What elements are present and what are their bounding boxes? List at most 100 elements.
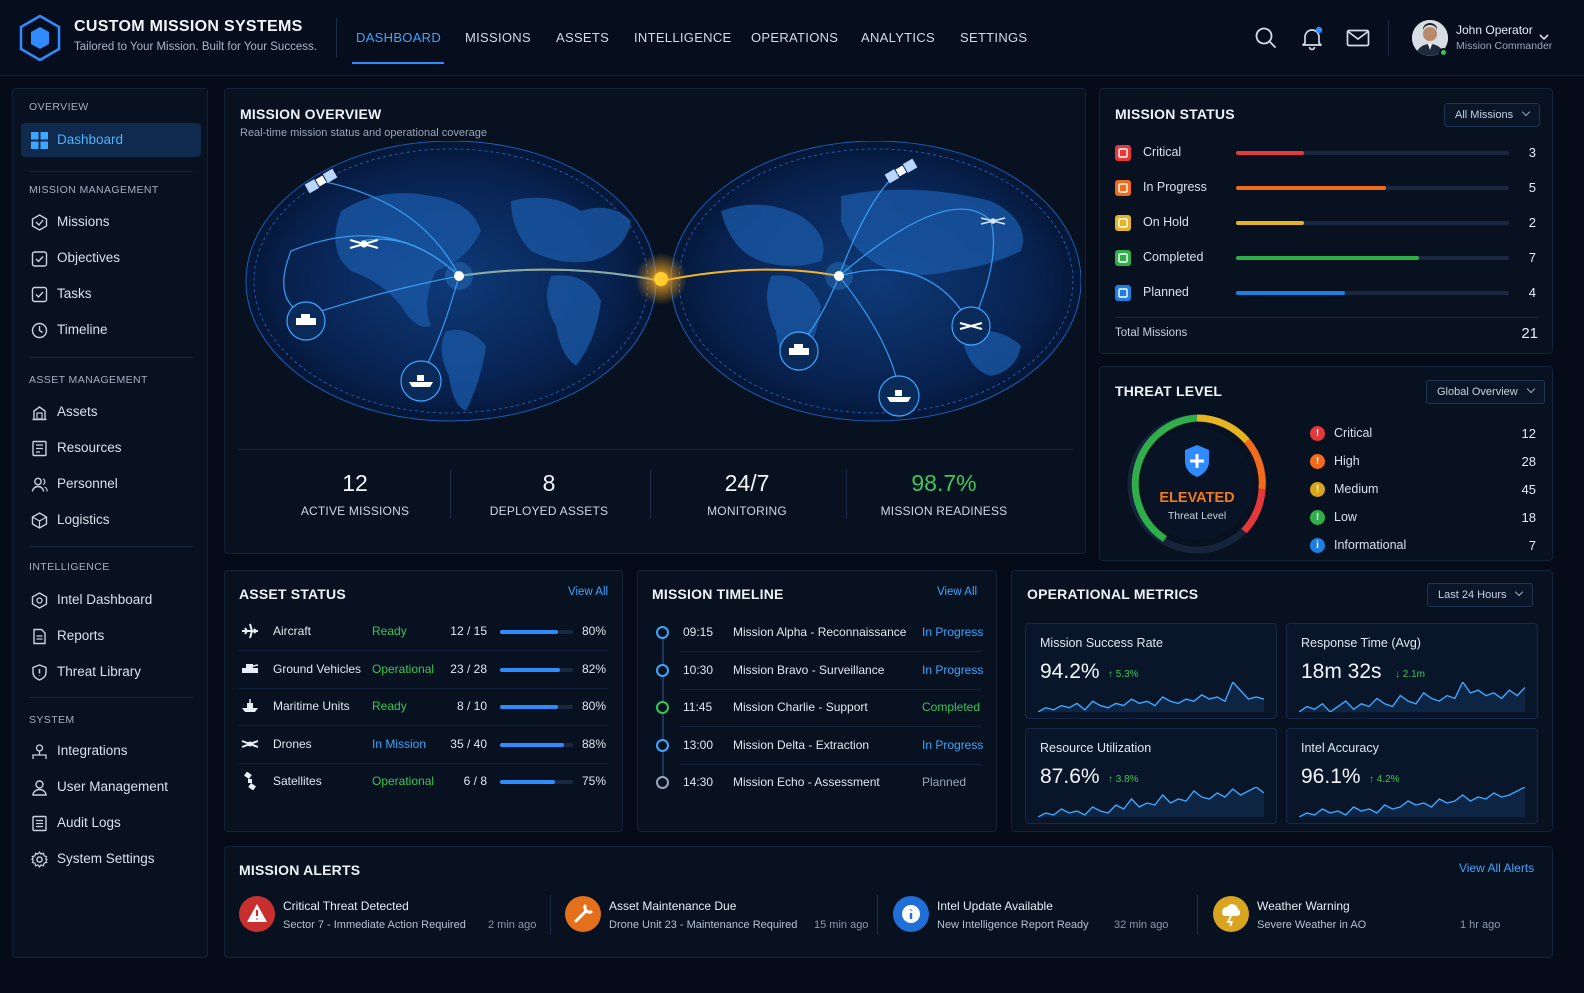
- asset-name: Ground Vehicles: [273, 661, 362, 676]
- alert-title[interactable]: Critical Threat Detected: [283, 899, 409, 913]
- timeline-time: 09:15: [683, 625, 714, 639]
- status-count: 2: [1528, 215, 1536, 230]
- sidebar-item-label: Integrations: [57, 743, 128, 758]
- hub-marker[interactable]: [454, 271, 464, 281]
- timeline-mission[interactable]: Mission Charlie - Support: [733, 700, 868, 714]
- timeline-mission[interactable]: Mission Echo - Assessment: [733, 775, 880, 789]
- status-icon: [1115, 145, 1131, 161]
- nav-operations[interactable]: OPERATIONS: [751, 30, 839, 45]
- ship-icon[interactable]: [878, 375, 920, 417]
- sidebar-item-logistics[interactable]: Logistics: [21, 503, 201, 537]
- sidebar-item-label: System Settings: [57, 851, 155, 866]
- timeline-dot: [656, 701, 669, 714]
- personnel-icon: [31, 477, 48, 492]
- metric-card[interactable]: Mission Success Rate 94.2% ↑ 5.3%: [1025, 623, 1277, 719]
- world-map[interactable]: [231, 141, 1081, 451]
- metric-delta: ↑ 5.3%: [1108, 669, 1139, 680]
- asset-bar-fill: [500, 705, 559, 709]
- metric-name: Mission Success Rate: [1040, 636, 1163, 650]
- search-icon[interactable]: [1252, 24, 1280, 52]
- ship-icon: [241, 697, 259, 715]
- alert-title[interactable]: Intel Update Available: [937, 899, 1053, 913]
- metric-name: Intel Accuracy: [1301, 741, 1379, 755]
- nav-intelligence[interactable]: INTELLIGENCE: [634, 30, 732, 45]
- row-divider: [239, 650, 608, 651]
- threat-severity-icon: !: [1310, 482, 1325, 497]
- drone-icon[interactable]: [349, 239, 379, 249]
- sidebar-item-assets[interactable]: Assets: [21, 395, 201, 429]
- mission-readiness-value: 98.7%: [911, 470, 977, 496]
- satellite-icon[interactable]: [304, 168, 338, 194]
- satellite-icon[interactable]: [884, 158, 918, 184]
- sidebar-item-threat-library[interactable]: Threat Library: [21, 655, 201, 689]
- sidebar-item-label: Personnel: [57, 476, 118, 491]
- nav-missions[interactable]: MISSIONS: [465, 30, 531, 45]
- timeline-mission[interactable]: Mission Alpha - Reconnaissance: [733, 625, 907, 639]
- asset-view-all-link[interactable]: View All: [568, 586, 609, 598]
- sidebar-item-personnel[interactable]: Personnel: [21, 467, 201, 501]
- drone-icon[interactable]: [951, 306, 991, 346]
- brand-divider: [336, 18, 337, 58]
- nav-dashboard[interactable]: DASHBOARD: [356, 30, 442, 45]
- asset-count: 8 / 10: [456, 699, 487, 713]
- hub-marker[interactable]: [834, 271, 844, 281]
- sidebar-item-label: Objectives: [57, 250, 121, 265]
- threat-level-panel: THREAT LEVEL Global Overview ELEVATED Th…: [1099, 366, 1553, 561]
- avatar[interactable]: [1412, 20, 1448, 56]
- sidebar-item-reports[interactable]: Reports: [21, 619, 201, 653]
- bell-icon[interactable]: [1298, 24, 1326, 52]
- timeline-status: Completed: [922, 700, 981, 714]
- sidebar-item-tasks[interactable]: Tasks: [21, 277, 201, 311]
- sidebar-item-intel-dashboard[interactable]: Intel Dashboard: [21, 583, 201, 617]
- sidebar-section-mission-management: MISSION MANAGEMENT: [29, 184, 159, 196]
- sidebar-item-label: Timeline: [57, 322, 108, 337]
- ship-icon[interactable]: [400, 360, 442, 402]
- sidebar-item-user-management[interactable]: User Management: [21, 770, 201, 804]
- timeline-mission[interactable]: Mission Delta - Extraction: [733, 737, 870, 752]
- nav-settings[interactable]: SETTINGS: [960, 30, 1028, 45]
- sidebar-item-dashboard[interactable]: Dashboard: [21, 123, 201, 157]
- drone-icon: [241, 735, 259, 753]
- metric-value: 18m 32s: [1301, 660, 1382, 683]
- shield-icon: [1185, 445, 1209, 477]
- nav-analytics[interactable]: ANALYTICS: [861, 30, 935, 45]
- sidebar-section-asset-management: ASSET MANAGEMENT: [29, 374, 148, 386]
- sidebar-item-label: Resources: [57, 440, 122, 455]
- timeline-dot: [656, 663, 669, 677]
- timeline-mission[interactable]: Mission Bravo - Surveillance: [733, 662, 885, 677]
- sidebar-item-integrations[interactable]: Integrations: [21, 734, 201, 768]
- asset-percent: 75%: [581, 774, 606, 788]
- sidebar-item-timeline[interactable]: Timeline: [21, 313, 201, 347]
- mail-icon[interactable]: [1344, 24, 1372, 52]
- sidebar-item-objectives[interactable]: Objectives: [21, 241, 201, 275]
- metric-card[interactable]: Resource Utilization 87.6% ↑ 3.8%: [1025, 728, 1277, 824]
- sidebar-item-resources[interactable]: Resources: [21, 431, 201, 465]
- alert-title[interactable]: Asset Maintenance Due: [609, 899, 737, 913]
- command-center-marker[interactable]: [654, 272, 668, 286]
- status-bar-track: [1236, 291, 1509, 295]
- nav-assets[interactable]: ASSETS: [556, 30, 610, 45]
- sidebar-item-missions[interactable]: Missions: [21, 205, 201, 239]
- status-icon: [1115, 180, 1131, 196]
- metric-card[interactable]: Intel Accuracy 96.1% ↑ 4.2%: [1286, 728, 1538, 824]
- metric-sparkline: [1298, 680, 1526, 713]
- timeline-view-all-link[interactable]: View All: [937, 586, 978, 598]
- drone-icon[interactable]: [980, 217, 1006, 225]
- metric-name: Resource Utilization: [1040, 741, 1152, 755]
- mission-filter-dropdown[interactable]: All Missions: [1444, 103, 1541, 127]
- metric-delta: ↓ 2.1m: [1395, 669, 1426, 680]
- metrics-range-dropdown[interactable]: Last 24 Hours: [1427, 583, 1534, 607]
- gear-icon: [31, 851, 48, 868]
- view-all-alerts-link[interactable]: View All Alerts: [1459, 861, 1535, 875]
- status-label: Planned: [1143, 285, 1189, 299]
- sidebar-item-audit-logs[interactable]: Audit Logs: [21, 806, 201, 840]
- chevron-down-icon[interactable]: [1538, 32, 1550, 42]
- alert-title[interactable]: Weather Warning: [1257, 899, 1350, 913]
- sidebar-item-system-settings[interactable]: System Settings: [21, 842, 201, 876]
- dashboard-icon: [31, 132, 48, 149]
- ground-vehicle-icon[interactable]: [286, 301, 326, 341]
- metric-card[interactable]: Response Time (Avg) 18m 32s ↓ 2.1m: [1286, 623, 1538, 719]
- ground-vehicle-icon[interactable]: [779, 331, 819, 371]
- threat-level-title: THREAT LEVEL: [1115, 383, 1223, 399]
- threat-filter-dropdown[interactable]: Global Overview: [1426, 380, 1545, 404]
